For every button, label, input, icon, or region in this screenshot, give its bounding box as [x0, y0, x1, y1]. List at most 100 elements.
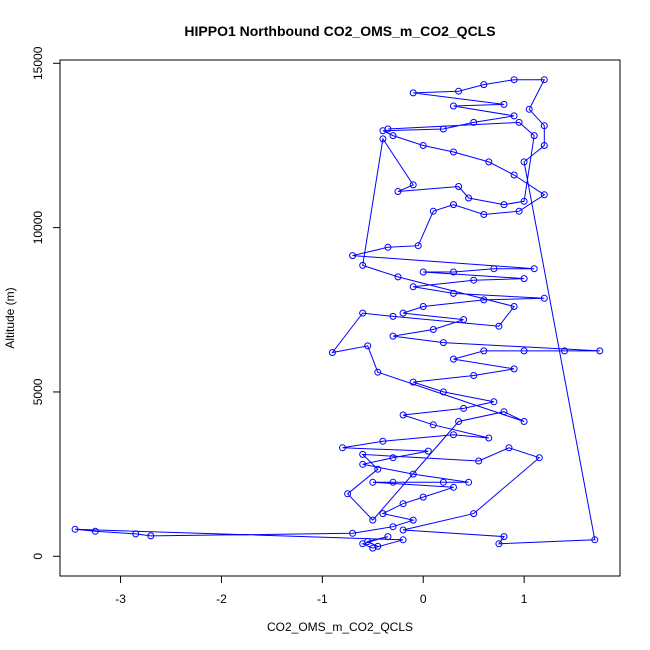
data-point: [450, 483, 457, 491]
data-point: [419, 493, 427, 501]
data-point: [450, 148, 457, 156]
data-point: [384, 125, 392, 133]
data-point: [439, 478, 447, 486]
data-point: [374, 465, 382, 473]
data-point: [409, 89, 417, 97]
data-point: [490, 398, 498, 406]
data-point: [465, 194, 473, 202]
y-axis-label: Altitude (m): [3, 287, 17, 348]
data-point: [399, 500, 407, 508]
data-point: [515, 207, 523, 215]
data-point: [535, 454, 543, 462]
data-point: [475, 457, 483, 465]
x-tick-label: -3: [115, 592, 126, 606]
data-point: [455, 418, 463, 425]
data-point: [389, 132, 397, 140]
data-point: [520, 347, 528, 355]
data-point: [429, 421, 437, 429]
data-point: [455, 87, 463, 95]
data-point: [525, 105, 533, 113]
data-point: [349, 252, 357, 260]
data-point: [429, 207, 437, 215]
data-point: [530, 132, 538, 140]
data-point: [455, 183, 463, 190]
data-point: [379, 510, 387, 518]
data-point: [419, 268, 427, 276]
data-point: [495, 322, 503, 330]
data-point: [364, 342, 372, 350]
data-point: [379, 127, 387, 135]
data-point: [470, 372, 478, 379]
data-point: [374, 368, 382, 376]
data-point: [439, 125, 447, 133]
x-tick-label: 1: [521, 592, 528, 606]
y-tick-label: 10000: [31, 211, 45, 245]
data-point: [480, 211, 488, 218]
data-point: [394, 188, 402, 195]
data-point: [515, 118, 523, 126]
data-point: [359, 540, 367, 548]
data-point: [379, 437, 387, 445]
data-point: [520, 275, 528, 283]
data-point: [389, 312, 397, 320]
data-point: [147, 532, 155, 540]
data-point: [591, 536, 599, 544]
data-point: [470, 118, 478, 126]
data-point: [359, 460, 367, 468]
data-point: [520, 418, 528, 425]
data-point: [520, 158, 528, 166]
data-point: [399, 309, 407, 317]
data-point: [384, 243, 392, 251]
data-point: [379, 135, 387, 143]
data-point: [450, 201, 457, 209]
series-line: [75, 79, 600, 549]
x-tick-label: -1: [317, 592, 328, 606]
data-point: [510, 303, 518, 310]
data-point: [389, 523, 397, 531]
data-point: [439, 388, 447, 396]
data-point: [510, 76, 518, 84]
data-point: [450, 102, 457, 110]
data-point: [369, 516, 377, 524]
data-point: [91, 527, 99, 535]
data-point: [540, 191, 548, 199]
data-point: [470, 276, 478, 284]
data-point: [339, 444, 346, 452]
data-point: [384, 533, 392, 541]
data-point: [485, 158, 493, 166]
data-point: [359, 450, 367, 458]
data-point: [71, 525, 79, 533]
y-tick-label: 15000: [31, 46, 45, 80]
data-point: [389, 332, 397, 340]
x-axis-label: CO2_OMS_m_CO2_QCLS: [267, 620, 413, 634]
data-point: [369, 544, 377, 552]
data-point: [399, 536, 407, 544]
data-point: [500, 533, 508, 541]
data-point: [389, 454, 397, 462]
x-tick-label: 0: [420, 592, 427, 606]
data-point: [480, 81, 488, 89]
data-point: [500, 408, 508, 416]
data-point: [495, 540, 503, 548]
data-point: [540, 142, 548, 149]
data-point: [510, 171, 518, 179]
x-tick-label: -2: [216, 592, 227, 606]
data-point: [520, 197, 528, 205]
data-point: [359, 309, 367, 317]
data-point: [419, 303, 427, 310]
data-point: [429, 326, 437, 333]
data-point: [490, 265, 498, 273]
data-point: [450, 355, 457, 363]
data-point: [485, 434, 493, 442]
data-point: [399, 411, 407, 419]
data-point: [450, 431, 457, 439]
data-point: [561, 347, 568, 355]
data-point: [409, 378, 417, 386]
data-point: [328, 349, 336, 356]
data-point: [510, 112, 518, 120]
data-point: [480, 296, 488, 304]
data-point: [500, 201, 508, 209]
data-point: [374, 542, 382, 550]
data-point: [359, 261, 367, 269]
